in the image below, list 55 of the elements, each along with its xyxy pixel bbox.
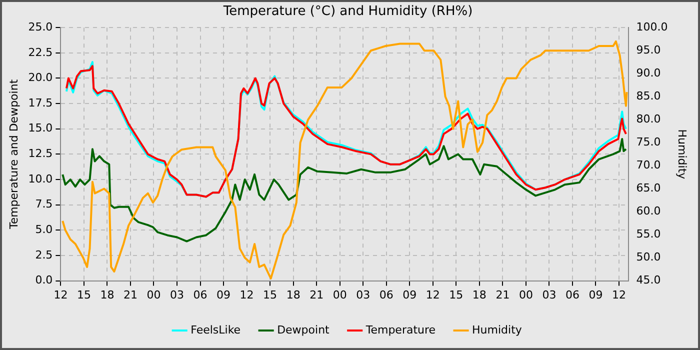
y2-tick-label: 65.0 (636, 182, 661, 195)
legend-label: Temperature (364, 323, 436, 336)
x-tick-label: 12 (240, 288, 254, 302)
y-tick-label: 2.5 (35, 248, 53, 262)
x-tick-label: 00 (518, 288, 533, 302)
x-tick-label: 21 (310, 288, 324, 302)
y-tick-label: 7.5 (35, 198, 53, 211)
y2-tick-label: 85.0 (636, 90, 661, 103)
x-tick-label: 03 (170, 288, 184, 302)
x-tick-label: 03 (356, 288, 370, 302)
chart-title: Temperature (°C) and Humidity (RH%) (222, 4, 473, 20)
x-tick-label: 15 (76, 288, 91, 302)
x-tick-label: 12 (54, 288, 68, 302)
x-tick-label: 12 (426, 288, 440, 302)
x-tick-label: 00 (332, 288, 347, 302)
y-tick-label: 25.0 (28, 20, 53, 34)
x-tick-label: 18 (100, 288, 114, 302)
x-tick-label: 09 (588, 288, 603, 302)
y-tick-label: 5.0 (35, 223, 53, 236)
y-axis-title: Temperature and Dewpoint (7, 78, 20, 230)
x-tick-label: 06 (565, 288, 580, 302)
x-tick-label: 03 (542, 288, 556, 302)
x-tick-label: 09 (402, 288, 417, 302)
x-tick-label: 18 (286, 288, 300, 302)
y2-tick-label: 45.0 (636, 274, 661, 287)
y-tick-label: 12.5 (28, 147, 53, 160)
y-tick-label: 15.0 (28, 122, 53, 135)
x-tick-label: 15 (449, 288, 464, 302)
x-tick-label: 12 (612, 288, 626, 302)
y2-tick-label: 75.0 (636, 136, 661, 149)
x-tick-label: 06 (193, 288, 208, 302)
y-tick-label: 22.5 (28, 46, 53, 59)
y-tick-label: 20.0 (28, 71, 53, 84)
y2-tick-label: 50.0 (636, 250, 661, 264)
x-tick-label: 00 (146, 288, 161, 302)
y2-tick-label: 80.0 (636, 112, 661, 126)
legend-label: Humidity (472, 323, 522, 336)
y2-tick-label: 60.0 (636, 204, 661, 218)
legend-label: FeelsLike (190, 323, 241, 336)
x-tick-label: 09 (216, 288, 231, 302)
y2-axis-title: Humidity (676, 129, 689, 180)
y-tick-label: 17.5 (28, 96, 53, 110)
x-tick-label: 18 (472, 288, 486, 302)
y-tick-label: 10.0 (28, 172, 53, 186)
x-tick-label: 21 (496, 288, 510, 302)
y2-tick-label: 70.0 (636, 158, 661, 172)
x-tick-label: 06 (379, 288, 394, 302)
y2-tick-label: 95.0 (636, 43, 661, 56)
x-tick-label: 21 (123, 288, 138, 302)
y-tick-label: 0.0 (35, 274, 53, 287)
y2-tick-label: 100.0 (636, 20, 668, 34)
x-tick-label: 15 (263, 288, 278, 302)
y2-tick-label: 90.0 (636, 66, 661, 80)
y2-tick-label: 55.0 (636, 228, 661, 241)
legend-label: Dewpoint (277, 323, 330, 336)
